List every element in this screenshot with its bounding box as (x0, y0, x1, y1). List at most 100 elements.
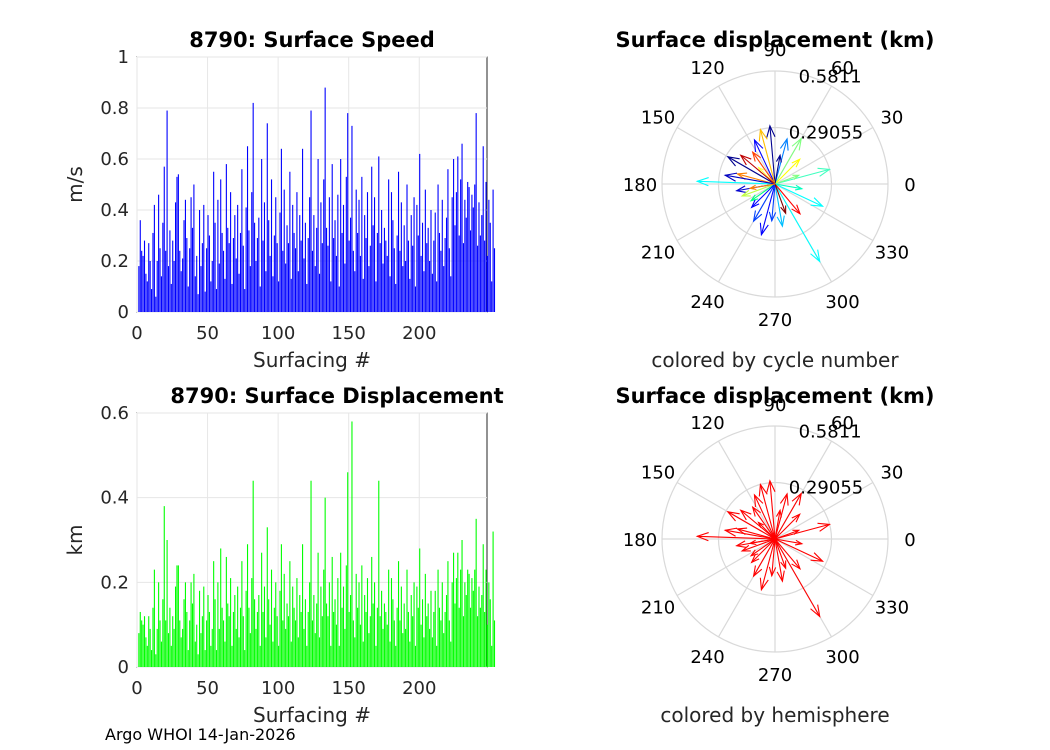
speed-bar (351, 125, 353, 312)
displacement-bar (409, 641, 411, 667)
displacement-bar (321, 616, 323, 667)
speed-bar (198, 210, 201, 312)
displacement-bar (314, 633, 316, 667)
displacement-bar (297, 637, 299, 667)
displacement-bar (283, 573, 285, 667)
displacement-bar (436, 645, 438, 667)
displacement-bar (386, 624, 388, 667)
displacement-bar (217, 582, 219, 667)
speed-bar (169, 230, 171, 312)
compass-cycle-arrow-head (795, 184, 804, 191)
compass-cycle-arrow (697, 180, 776, 185)
speed-bar (234, 215, 236, 312)
speed-ytick-label: 1 (118, 47, 129, 68)
displacement-bar (204, 650, 206, 667)
displacement-bar (330, 645, 332, 667)
speed-bar (402, 266, 404, 312)
compass-cycle-angle-label: 240 (690, 292, 724, 313)
displacement-chart: 0 50 100 150 200 0 0.2 0.4 0.6 8790: Surface Dis… (63, 384, 504, 727)
displacement-bar (316, 603, 318, 667)
compass-cycle-arrow (774, 155, 781, 185)
speed-bar (225, 164, 227, 312)
displacement-bar (465, 595, 467, 667)
compass-cycle-arrow-head (752, 210, 763, 223)
displacement-bar (276, 616, 278, 667)
displacement-bar (375, 645, 377, 667)
displacement-bar (244, 650, 246, 667)
compass-hemisphere-arrow-head (791, 492, 803, 506)
speed-bar (208, 235, 210, 312)
compass-hemisphere-arrow-head (753, 493, 764, 507)
compass-hemisphere-angle-label: 300 (825, 647, 859, 668)
speed-bar (488, 199, 490, 312)
speed-bar (206, 248, 208, 312)
displacement-bar (186, 611, 188, 667)
displacement-bar (313, 595, 315, 667)
displacement-bar (376, 607, 378, 667)
speed-bar (213, 171, 215, 312)
displacement-bar (350, 595, 352, 667)
speed-bar (292, 204, 294, 312)
displacement-bar (345, 565, 347, 667)
displacement-bar (182, 628, 184, 667)
speed-bar (148, 243, 150, 312)
speed-bar (429, 261, 431, 312)
displacement-bar (225, 556, 227, 667)
speed-bar (340, 159, 342, 312)
displacement-bar (352, 620, 354, 667)
displacement-bar (213, 561, 215, 667)
displacement-bar (266, 527, 268, 667)
compass-hemisphere-angle-label: 240 (690, 647, 724, 668)
speed-bar (297, 271, 299, 312)
speed-ytick-label: 0.8 (100, 98, 129, 119)
displacement-bar (162, 599, 164, 667)
displacement-bar (410, 595, 412, 667)
speed-bar (138, 266, 140, 312)
speed-bar (357, 232, 359, 312)
displacement-bar (179, 620, 181, 667)
speed-bar (155, 296, 157, 312)
displacement-bar (304, 599, 306, 667)
compass-hemisphere-arrow-head (740, 544, 751, 552)
displacement-bar (390, 578, 393, 667)
speed-bar (241, 169, 243, 312)
displacement-bar (153, 569, 155, 667)
displacement-bar (371, 556, 373, 667)
speed-bar (403, 225, 405, 312)
compass-cycle: 0 30 60 90 120 150 180 210 240 270 300 330 0.29055 0.… (615, 28, 934, 372)
displacement-bar (149, 628, 151, 667)
speed-bar (303, 258, 305, 312)
displacement-bar (433, 611, 435, 667)
compass-cycle-arrow-head (810, 197, 825, 207)
speed-bar (259, 286, 261, 312)
speed-bar (201, 243, 203, 312)
displacement-bar (156, 628, 158, 667)
compass-hemisphere-arrow (741, 538, 776, 552)
displacement-bar (461, 540, 463, 667)
speed-bar (269, 255, 271, 312)
speed-bar (437, 184, 439, 312)
compass-cycle-angle-label: 120 (690, 58, 724, 79)
speed-bar (289, 171, 291, 312)
speed-bar (187, 286, 189, 312)
compass-cycle-angle-label: 0 (904, 175, 915, 196)
speed-bar (255, 261, 257, 312)
compass-cycle-arrow-head (791, 204, 802, 216)
compass-hemisphere-angle-label: 330 (875, 598, 909, 619)
compass-cycle-arrow (774, 183, 802, 190)
speed-ytick-label: 0 (118, 302, 129, 323)
displacement-bar (444, 611, 446, 667)
speed-xlabel: Surfacing # (253, 348, 371, 372)
compass-cycle-arrow (774, 183, 783, 227)
displacement-bar (206, 620, 208, 667)
displacement-bar (256, 611, 258, 667)
speed-bar (230, 192, 232, 312)
speed-bar (153, 204, 155, 312)
displacement-bar (177, 565, 179, 667)
speed-bar (419, 153, 421, 312)
speed-bar (251, 192, 253, 312)
compass-hemisphere-angle-label: 0 (904, 530, 915, 551)
speed-bar (335, 255, 337, 312)
displacement-bar (379, 616, 381, 667)
speed-bar (350, 217, 352, 312)
